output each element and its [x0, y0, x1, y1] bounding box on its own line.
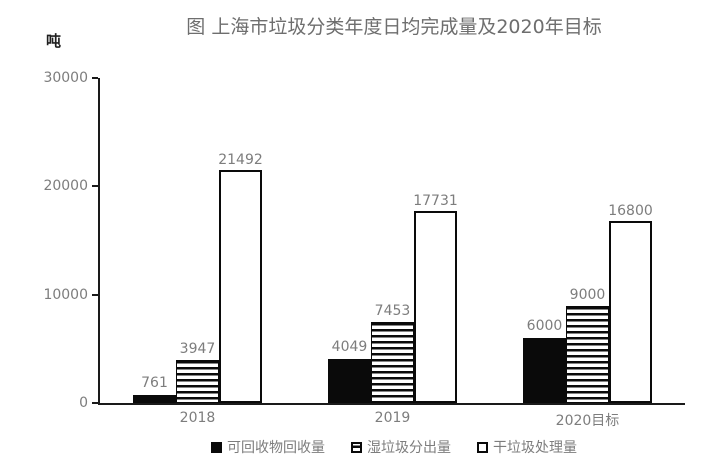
bar-value-label: 6000	[526, 318, 563, 334]
y-axis-tick-label: 10000	[43, 286, 88, 303]
legend-label: 可回收物回收量	[227, 440, 325, 456]
y-axis-tick-label: 0	[79, 395, 88, 411]
y-axis-tick-mark	[92, 402, 98, 404]
bar-recyclables-recovered-1: 4049	[328, 339, 371, 403]
y-axis-tick-mark	[92, 293, 98, 296]
x-axis-line	[98, 403, 685, 405]
legend: 可回收物回收量 湿垃圾分出量 干垃圾处理量	[100, 437, 688, 457]
legend-label: 干垃圾处理量	[493, 440, 577, 456]
bar-value-label: 7453	[374, 303, 411, 320]
y-axis-unit-label: 吨	[46, 32, 62, 50]
bar-group-0: 761 3947 21492 2018	[100, 78, 295, 426]
bar-dry-waste-processed-2: 16800	[608, 203, 653, 403]
y-axis-tick-label: 30000	[43, 70, 88, 86]
legend-marker-horizontal-stripes-icon	[351, 441, 362, 453]
bar-wet-waste-separated-1: 7453	[371, 303, 414, 403]
x-axis-category-label: 2018	[179, 410, 216, 426]
bar-value-label: 4049	[331, 339, 368, 356]
x-axis-category-label: 2019	[374, 410, 411, 426]
y-axis-line	[98, 78, 100, 405]
plot-area: 761 3947 21492 2018 4049 7453 17731 2019 6000 900…	[43, 70, 685, 429]
chart-title: 图 上海市垃圾分类年度日均完成量及2020年目标	[186, 16, 602, 38]
legend-item-recyclables-recovered: 可回收物回收量	[211, 437, 325, 457]
legend-marker-white-outline-icon	[477, 441, 488, 453]
legend-marker-solid-black-icon	[211, 441, 222, 453]
bar-group-2: 6000 9000 16800 2020目标	[490, 78, 685, 429]
y-axis-tick-mark	[92, 185, 98, 188]
x-axis-category-label: 2020目标	[555, 413, 620, 429]
y-axis-tick-label: 20000	[43, 178, 88, 195]
bar-value-label: 17731	[413, 192, 458, 209]
bar-recyclables-recovered-0: 761	[133, 375, 176, 403]
bar-value-label: 9000	[569, 286, 606, 303]
bar-recyclables-recovered-2: 6000	[523, 318, 566, 403]
bar-value-label: 21492	[218, 152, 263, 169]
bar-group-1: 4049 7453 17731 2019	[295, 78, 490, 426]
bar-wet-waste-separated-2: 9000	[566, 287, 609, 403]
legend-item-wet-waste-separated: 湿垃圾分出量	[351, 437, 451, 457]
bar-dry-waste-processed-0: 21492	[218, 152, 263, 403]
bar-wet-waste-separated-0: 3947	[176, 341, 219, 403]
legend-item-dry-waste-processed: 干垃圾处理量	[477, 437, 577, 457]
y-axis-tick-mark	[92, 77, 98, 79]
bar-value-label: 761	[141, 374, 168, 391]
bar-value-label: 16800	[608, 203, 653, 219]
bar-groups: 761 3947 21492 2018 4049 7453 17731 2019 6000 900…	[100, 78, 685, 429]
legend-label: 湿垃圾分出量	[367, 440, 451, 456]
bar-value-label: 3947	[179, 341, 216, 358]
bar-dry-waste-processed-1: 17731	[413, 193, 458, 403]
